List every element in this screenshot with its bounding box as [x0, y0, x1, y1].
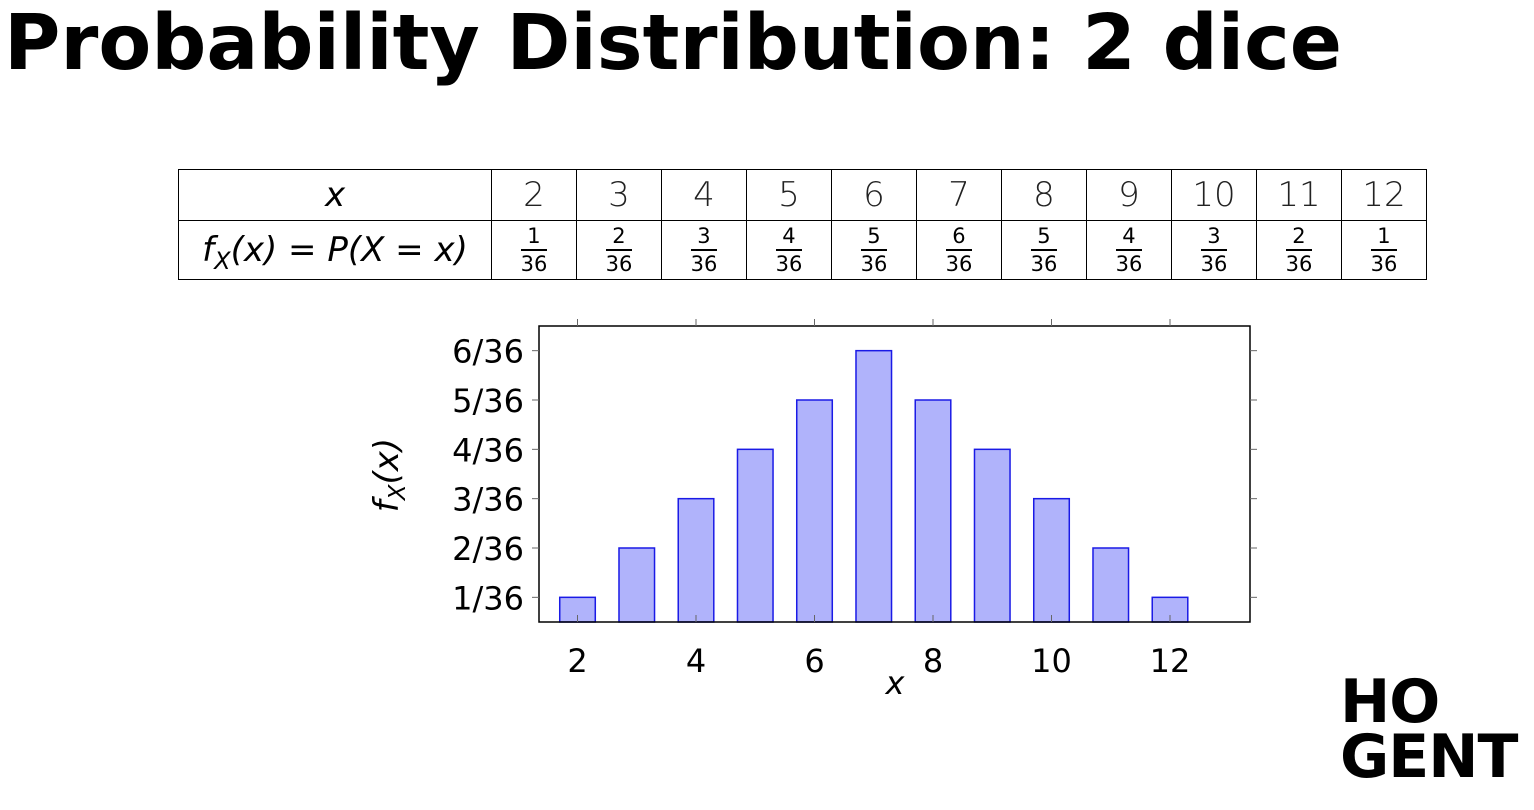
table-header-x: x	[178, 169, 492, 221]
fraction-numerator: 5	[1030, 225, 1058, 251]
y-axis-label-rest: (x)	[367, 438, 407, 485]
x-axis-label: x	[885, 664, 906, 702]
table-cell-probability: 3 36	[661, 220, 747, 280]
table-cell-x: 8	[1001, 169, 1087, 221]
y-tick-label: 3/36	[452, 481, 524, 519]
fraction-denominator: 36	[1030, 251, 1058, 276]
y-tick-label: 1/36	[452, 579, 524, 617]
fraction-denominator: 36	[1370, 251, 1398, 276]
fraction-numerator: 4	[1115, 225, 1143, 251]
y-tick-label: 6/36	[452, 333, 524, 371]
table-cell-x: 6	[831, 169, 917, 221]
x-tick-label: 8	[923, 642, 943, 680]
bar	[855, 349, 893, 623]
table-cell-probability: 4 36	[1086, 220, 1172, 280]
fraction: 4 36	[1115, 225, 1143, 276]
fraction-denominator: 36	[860, 251, 888, 276]
fraction-denominator: 36	[1200, 251, 1228, 276]
pmf-f: f	[202, 230, 215, 270]
fraction: 6 36	[945, 225, 973, 276]
fraction-numerator: 5	[860, 225, 888, 251]
y-axis-label-sub: X	[385, 483, 411, 501]
slide-title: Probability Distribution: 2 dice	[4, 0, 1343, 88]
x-tick-label: 10	[1031, 642, 1072, 680]
table-cell-probability: 6 36	[916, 220, 1002, 280]
logo-line-2: GENT	[1340, 722, 1518, 792]
fraction-numerator: 2	[1285, 225, 1313, 251]
fraction: 1 36	[1370, 225, 1398, 276]
bar	[677, 497, 715, 623]
pmf-subscript: X	[214, 247, 231, 275]
fraction-denominator: 36	[945, 251, 973, 276]
table-cell-probability: 1 36	[491, 220, 577, 280]
fraction: 2 36	[605, 225, 633, 276]
table-cell-x: 9	[1086, 169, 1172, 221]
bar	[618, 547, 656, 623]
probability-table: x 2 3 4 5 6 7 8 9 10 11 12 fX(x) = P(X = x) 1 36 2 36…	[178, 169, 1427, 280]
table-cell-probability: 5 36	[831, 220, 917, 280]
fraction-denominator: 36	[1285, 251, 1313, 276]
x-tick-label: 4	[686, 642, 706, 680]
fraction-numerator: 3	[1200, 225, 1228, 251]
table-cell-x: 5	[746, 169, 832, 221]
fraction-numerator: 3	[690, 225, 718, 251]
fraction-numerator: 6	[945, 225, 973, 251]
fraction-numerator: 1	[1370, 225, 1398, 251]
table-row-probability: fX(x) = P(X = x) 1 36 2 36 3 36 4 36 5 36 6 36 5 36 4 3…	[178, 220, 1427, 280]
table-cell-probability: 3 36	[1171, 220, 1257, 280]
logo-line-1: HO	[1340, 667, 1440, 737]
plot-area	[558, 349, 1189, 623]
fraction-denominator: 36	[690, 251, 718, 276]
fraction: 2 36	[1285, 225, 1313, 276]
bar	[1032, 497, 1071, 623]
fraction: 4 36	[775, 225, 803, 276]
x-tick-label: 6	[804, 642, 824, 680]
fraction-denominator: 36	[520, 251, 548, 276]
fraction: 1 36	[520, 225, 548, 276]
table-cell-x: 2	[491, 169, 577, 221]
y-tick-label: 4/36	[452, 431, 524, 469]
bar	[914, 399, 952, 623]
fraction-numerator: 2	[605, 225, 633, 251]
y-tick-label: 2/36	[452, 530, 524, 568]
table-cell-x: 10	[1171, 169, 1257, 221]
fraction-numerator: 4	[775, 225, 803, 251]
fraction-numerator: 1	[520, 225, 548, 251]
hogent-logo: HO GENT	[1340, 667, 1518, 792]
pmf-rest: (x) = P(X = x)	[230, 230, 468, 270]
fraction: 5 36	[1030, 225, 1058, 276]
fraction-denominator: 36	[1115, 251, 1143, 276]
y-axis-label: fX(x)	[367, 438, 411, 512]
table-cell-probability: 2 36	[576, 220, 662, 280]
fraction: 3 36	[1200, 225, 1228, 276]
table-cell-x: 11	[1256, 169, 1342, 221]
plot-frame	[538, 325, 1251, 623]
x-tick-label: 2	[567, 642, 587, 680]
table-cell-x: 7	[916, 169, 1002, 221]
table-cell-probability: 5 36	[1001, 220, 1087, 280]
table-cell-probability: 2 36	[1256, 220, 1342, 280]
table-header-pmf: fX(x) = P(X = x)	[178, 220, 492, 280]
fraction-denominator: 36	[605, 251, 633, 276]
table-cell-probability: 1 36	[1341, 220, 1427, 280]
fraction-denominator: 36	[775, 251, 803, 276]
bar	[795, 399, 834, 623]
table-row-x: x 2 3 4 5 6 7 8 9 10 11 12	[178, 169, 1427, 221]
tick-layer: 2 4 6 8 10 12 1/36 2/36 3/36 4/36 5/36 6/36	[452, 319, 1257, 680]
bar	[736, 448, 774, 623]
table-cell-probability: 4 36	[746, 220, 832, 280]
y-tick-label: 5/36	[452, 382, 524, 420]
bar	[1092, 547, 1130, 623]
fraction: 5 36	[860, 225, 888, 276]
x-tick-label: 12	[1150, 642, 1191, 680]
fraction: 3 36	[690, 225, 718, 276]
table-cell-x: 3	[576, 169, 662, 221]
bar	[973, 448, 1011, 623]
